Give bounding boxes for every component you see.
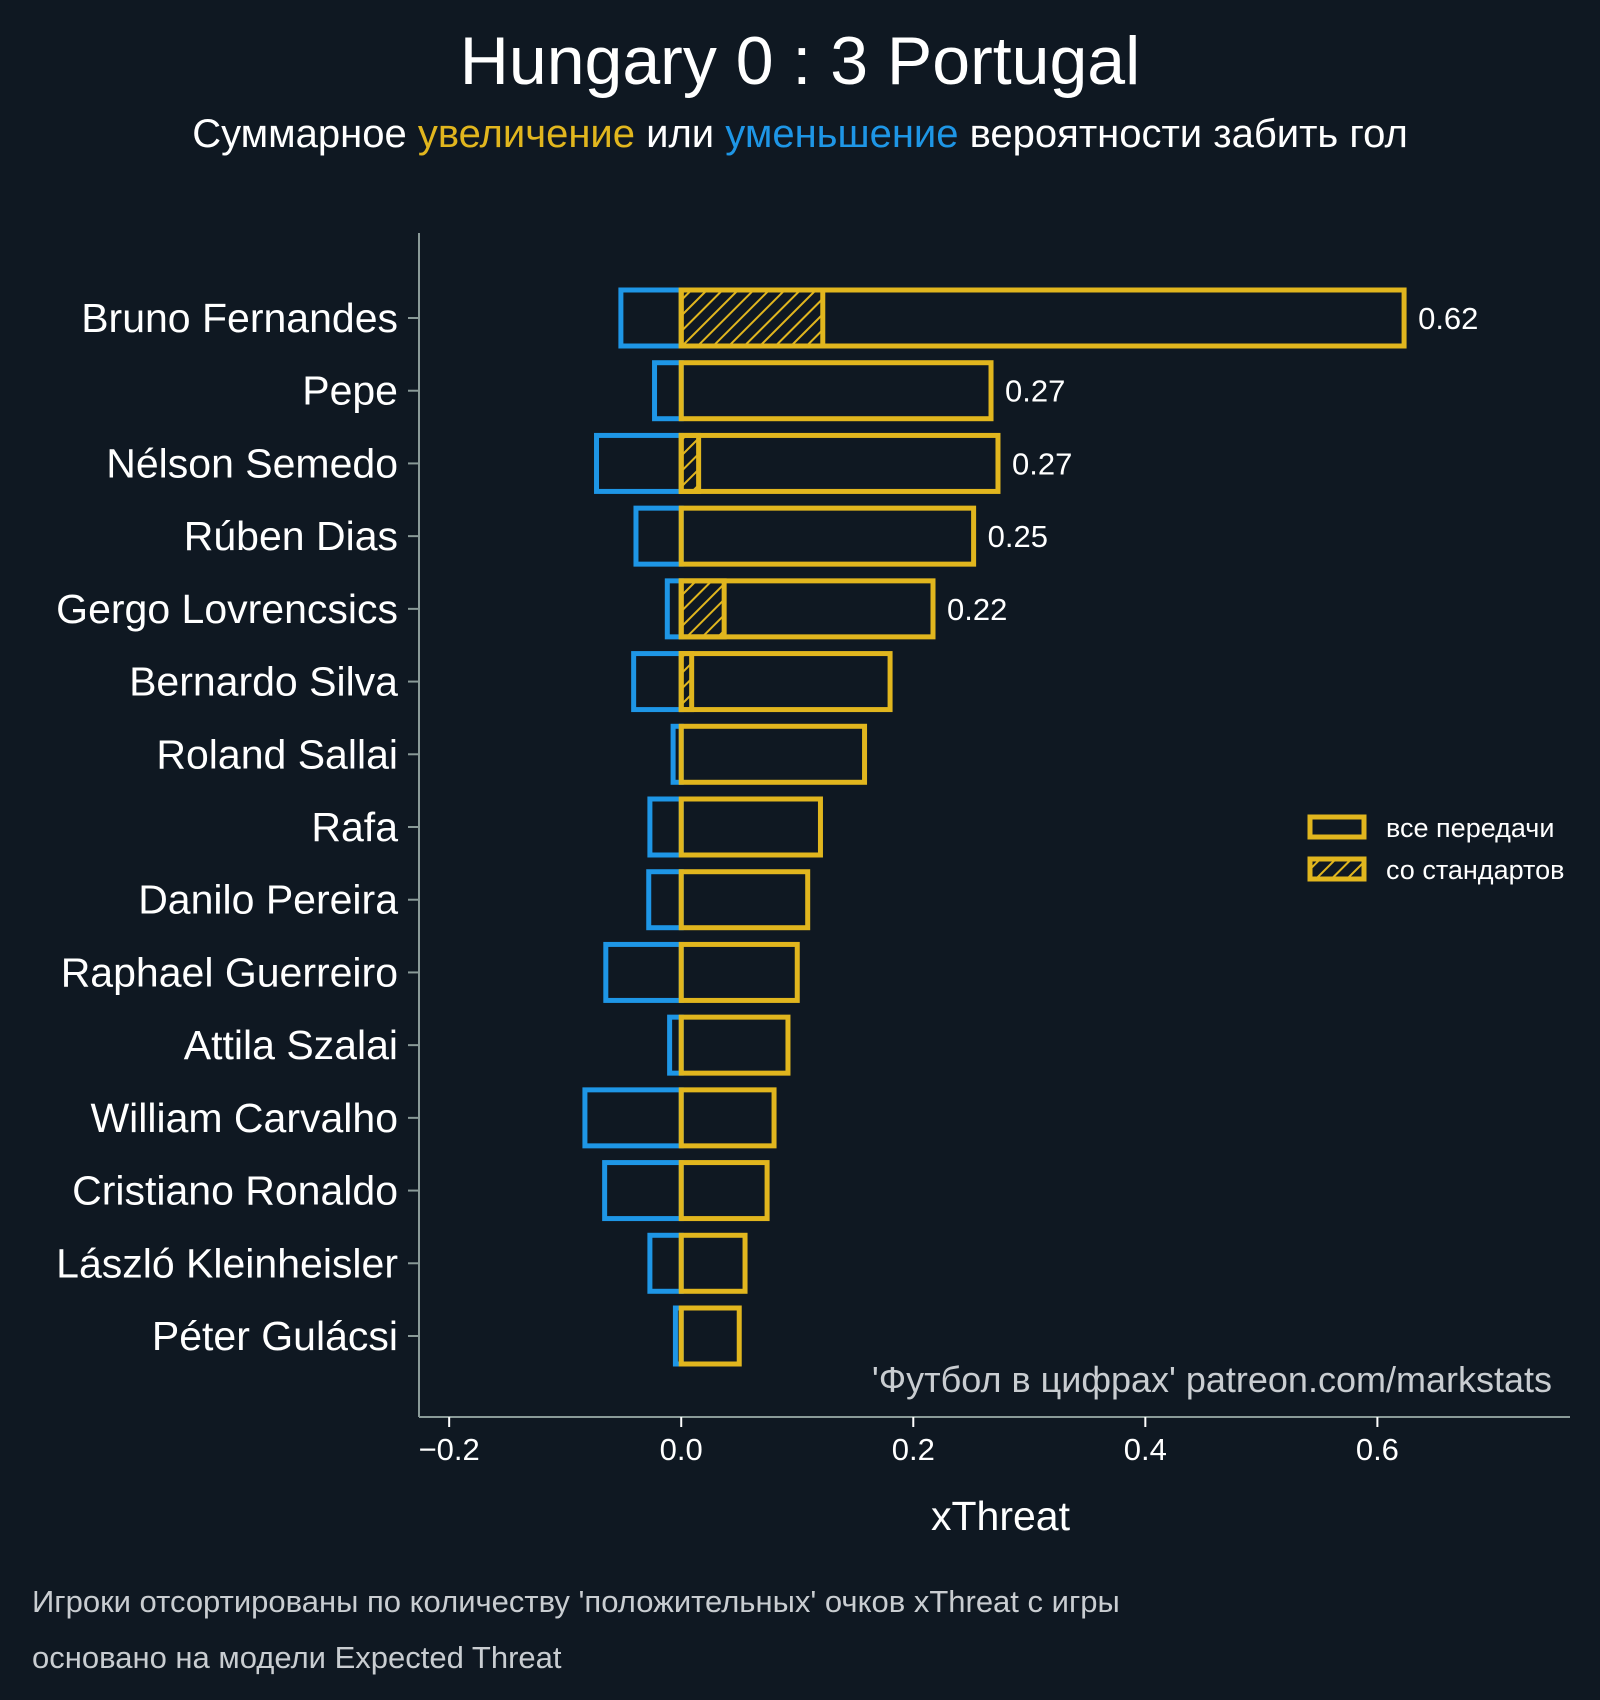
positive-bar xyxy=(678,1232,748,1294)
credit-annotation: 'Футбол в цифрах' patreon.com/markstats xyxy=(872,1359,1552,1400)
negative-bar xyxy=(646,869,684,931)
y-tick-labels: Bruno Fernandes Pepe Nélson Semedo Rúben Di… xyxy=(56,295,419,1359)
negative-bar xyxy=(618,287,684,349)
legend-label: со стандартов xyxy=(1386,855,1564,885)
value-label: 0.62 xyxy=(1418,301,1478,336)
negative-bar xyxy=(647,1232,684,1294)
positive-bar xyxy=(678,1160,770,1222)
y-tick-label: Cristiano Ronaldo xyxy=(72,1168,398,1214)
y-tick-label: Bruno Fernandes xyxy=(81,295,398,341)
y-tick-label: Attila Szalai xyxy=(184,1022,398,1068)
y-tick-label: Gergo Lovrencsics xyxy=(56,586,398,632)
positive-bar xyxy=(678,723,868,785)
positive-bar xyxy=(678,651,893,713)
positive-bar xyxy=(678,505,977,567)
negative-bar xyxy=(647,796,684,858)
negative-bar xyxy=(582,1087,684,1149)
value-label: 0.27 xyxy=(1012,446,1072,481)
value-label: 0.25 xyxy=(988,519,1048,554)
subtitle-part: вероятности забить гол xyxy=(958,112,1408,156)
x-ticks: −0.2 0.0 0.2 0.4 0.6 xyxy=(419,1417,1399,1467)
set-piece-bar xyxy=(678,432,702,494)
positive-bar xyxy=(678,1087,777,1149)
subtitle-part: Суммарное xyxy=(192,112,418,156)
positive-bar xyxy=(678,432,1001,494)
positive-bar xyxy=(678,796,823,858)
x-tick-label: −0.2 xyxy=(419,1432,480,1467)
chart-subtitle: Суммарное увеличение или уменьшение веро… xyxy=(0,112,1600,157)
negative-bar xyxy=(633,505,684,567)
positive-bar xyxy=(678,1305,742,1367)
negative-bar xyxy=(631,651,684,713)
positive-bar xyxy=(678,869,811,931)
negative-bar xyxy=(594,432,684,494)
positive-bar xyxy=(678,941,800,1003)
legend: все передачи со стандартов xyxy=(1307,813,1564,885)
x-tick-label: 0.2 xyxy=(892,1432,935,1467)
y-tick-label: Danilo Pereira xyxy=(138,877,398,923)
positive-bar xyxy=(678,578,936,640)
y-tick-label: Nélson Semedo xyxy=(106,440,398,486)
y-tick-label: William Carvalho xyxy=(90,1095,398,1141)
x-tick-label: 0.6 xyxy=(1356,1432,1399,1467)
y-tick-label: Rafa xyxy=(311,804,398,850)
value-label: 0.27 xyxy=(1005,374,1065,409)
y-tick-label: László Kleinheisler xyxy=(56,1240,398,1286)
y-tick-label: Péter Gulácsi xyxy=(152,1313,398,1359)
negative-bar xyxy=(652,360,684,422)
positive-bar xyxy=(678,360,994,422)
x-tick-label: 0.4 xyxy=(1124,1432,1167,1467)
negative-bar xyxy=(602,1160,684,1222)
footer-note-1: Игроки отсортированы по количеству 'поло… xyxy=(32,1584,1120,1619)
y-tick-label: Bernardo Silva xyxy=(129,659,398,705)
x-axis-label: xThreat xyxy=(931,1493,1071,1539)
y-tick-label: Roland Sallai xyxy=(156,731,398,777)
legend-swatch-hatched xyxy=(1307,856,1367,882)
subtitle-part: увеличение xyxy=(417,112,635,156)
value-label: 0.22 xyxy=(947,592,1007,627)
x-tick-label: 0.0 xyxy=(660,1432,703,1467)
set-piece-bar xyxy=(678,287,826,349)
footer-note-2: основано на модели Expected Threat xyxy=(32,1640,562,1675)
positive-bar xyxy=(678,1014,791,1076)
negative-bar xyxy=(603,941,684,1003)
legend-swatch-outline xyxy=(1307,814,1367,840)
set-piece-bar xyxy=(678,578,727,640)
legend-label: все передачи xyxy=(1386,813,1554,843)
y-tick-label: Pepe xyxy=(302,368,398,414)
bars-group xyxy=(582,287,1407,1367)
subtitle-part: уменьшение xyxy=(725,112,959,156)
y-tick-label: Rúben Dias xyxy=(184,513,398,559)
y-tick-label: Raphael Guerreiro xyxy=(61,949,398,995)
subtitle-part: или xyxy=(635,112,726,156)
positive-bar xyxy=(678,287,1407,349)
chart-title: Hungary 0 : 3 Portugal xyxy=(459,23,1141,99)
value-labels: 0.62 0.27 0.27 0.25 0.22 xyxy=(947,301,1478,627)
